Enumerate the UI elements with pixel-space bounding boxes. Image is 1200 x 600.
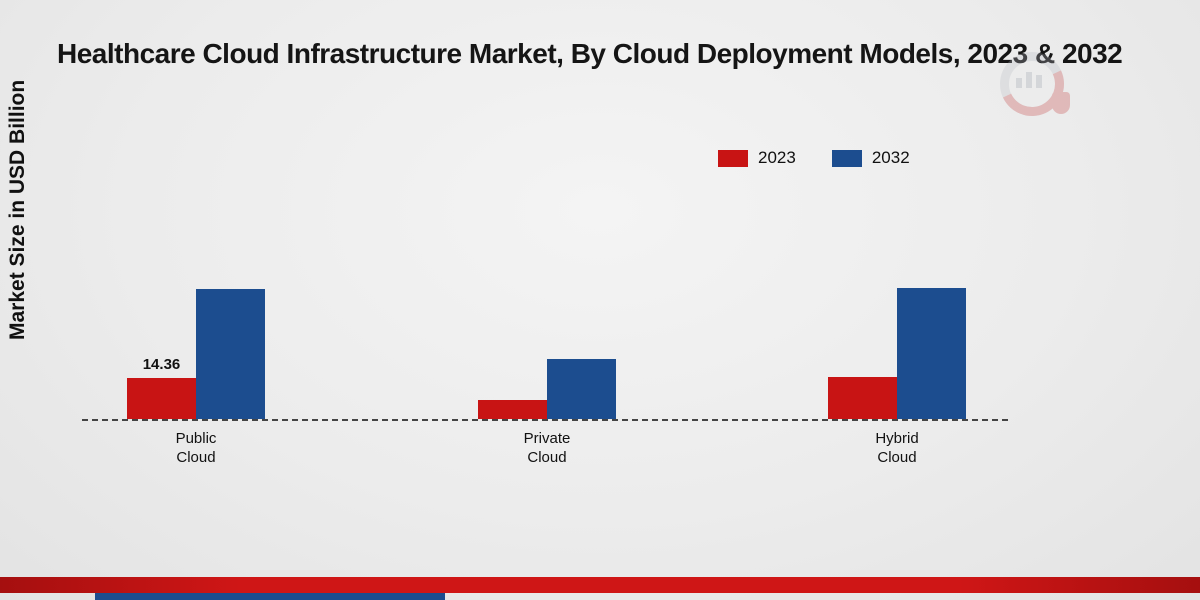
category-label-hybrid-cloud: Hybrid Cloud xyxy=(875,430,919,466)
footer-red-band xyxy=(0,577,1200,593)
bar-2032-hybrid-cloud xyxy=(897,288,966,419)
plot-area: 14.36 Public Cloud Private Cloud Hybrid Cloud xyxy=(82,119,1008,466)
bar-2023-private-cloud xyxy=(478,400,547,419)
x-axis-baseline xyxy=(82,419,1008,421)
logo-dot-icon xyxy=(1052,92,1070,114)
legend-swatch-2023 xyxy=(718,149,748,167)
footer-blue-band xyxy=(95,593,445,600)
bar-2032-public-cloud xyxy=(196,289,265,419)
logo-ring-icon xyxy=(1000,52,1064,116)
bar-2023-public-cloud: 14.36 xyxy=(127,356,196,419)
y-axis-label: Market Size in USD Billion xyxy=(6,79,29,340)
logo-bars-icon xyxy=(1016,72,1042,88)
legend: 2023 2032 xyxy=(718,148,910,168)
legend-item-2032: 2032 xyxy=(831,148,910,168)
bar-2023-hybrid-cloud xyxy=(828,377,897,419)
legend-item-2023: 2023 xyxy=(718,148,796,168)
legend-swatch-2032 xyxy=(831,149,862,167)
bar-2032-private-cloud xyxy=(547,359,616,419)
bar-group-hybrid-cloud xyxy=(827,119,967,419)
category-label-private-cloud: Private Cloud xyxy=(523,430,571,466)
data-label-public-cloud: 14.36 xyxy=(142,356,181,373)
bar-group-private-cloud xyxy=(477,119,617,419)
chart-title: Healthcare Cloud Infrastructure Market, … xyxy=(57,38,1123,69)
legend-label-2032: 2032 xyxy=(871,148,910,167)
legend-label-2023: 2023 xyxy=(758,148,796,167)
category-label-public-cloud: Public Cloud xyxy=(175,430,217,466)
watermark-logo xyxy=(990,42,1080,126)
bar-group-public-cloud: 14.36 xyxy=(126,119,266,419)
